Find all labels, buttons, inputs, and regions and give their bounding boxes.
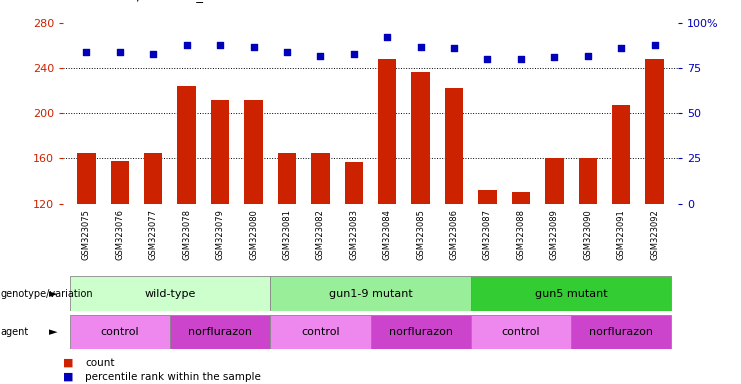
Text: norflurazon: norflurazon [589, 327, 654, 337]
Text: ►: ► [49, 327, 57, 337]
Bar [245, 100, 263, 204]
Point [281, 49, 293, 55]
Text: GSM323079: GSM323079 [216, 209, 225, 260]
Point [448, 45, 460, 51]
Bar [144, 153, 162, 204]
Text: control: control [301, 327, 339, 337]
Text: GSM323089: GSM323089 [550, 209, 559, 260]
Text: GSM323077: GSM323077 [149, 209, 158, 260]
Text: GSM323080: GSM323080 [249, 209, 258, 260]
Point [515, 56, 527, 62]
Bar [612, 105, 631, 204]
Text: GSM323076: GSM323076 [116, 209, 124, 260]
Text: agent: agent [1, 327, 29, 337]
Text: GSM323078: GSM323078 [182, 209, 191, 260]
Point [147, 51, 159, 57]
Text: ■: ■ [63, 358, 73, 368]
Text: genotype/variation: genotype/variation [1, 289, 93, 299]
Text: GSM323091: GSM323091 [617, 209, 625, 260]
Point [615, 45, 627, 51]
Text: GDS3379 / 262130_at: GDS3379 / 262130_at [70, 0, 217, 2]
Bar [378, 59, 396, 204]
Point [548, 54, 560, 60]
Bar [512, 192, 530, 204]
Point [114, 49, 126, 55]
Text: GSM323088: GSM323088 [516, 209, 525, 260]
Point [247, 43, 259, 50]
Bar [370, 315, 471, 349]
Text: GSM323085: GSM323085 [416, 209, 425, 260]
Text: wild-type: wild-type [144, 289, 196, 299]
Text: norflurazon: norflurazon [388, 327, 453, 337]
Bar [270, 315, 370, 349]
Bar [571, 315, 671, 349]
Bar [211, 100, 229, 204]
Point [181, 41, 193, 48]
Bar [70, 315, 170, 349]
Text: count: count [85, 358, 115, 368]
Text: GSM323082: GSM323082 [316, 209, 325, 260]
Text: GSM323075: GSM323075 [82, 209, 91, 260]
Point [214, 41, 226, 48]
Text: gun1-9 mutant: gun1-9 mutant [328, 289, 413, 299]
Bar [579, 159, 597, 204]
Bar [278, 153, 296, 204]
Text: control: control [101, 327, 139, 337]
Text: GSM323083: GSM323083 [349, 209, 359, 260]
Bar [545, 159, 564, 204]
Bar [311, 153, 330, 204]
Text: gun5 mutant: gun5 mutant [535, 289, 608, 299]
Point [648, 41, 660, 48]
Bar [70, 276, 270, 311]
Text: GSM323090: GSM323090 [583, 209, 592, 260]
Text: ►: ► [49, 289, 57, 299]
Text: percentile rank within the sample: percentile rank within the sample [85, 372, 261, 382]
Bar [411, 71, 430, 204]
Bar [270, 276, 471, 311]
Point [382, 35, 393, 41]
Text: GSM323081: GSM323081 [282, 209, 291, 260]
Text: ■: ■ [63, 372, 73, 382]
Bar [471, 315, 571, 349]
Bar [645, 59, 664, 204]
Point [314, 53, 326, 59]
Point [81, 49, 93, 55]
Bar [478, 190, 496, 204]
Point [415, 43, 427, 50]
Bar [345, 162, 363, 204]
Bar [471, 276, 671, 311]
Point [582, 53, 594, 59]
Point [348, 51, 359, 57]
Text: GSM323087: GSM323087 [483, 209, 492, 260]
Text: GSM323092: GSM323092 [650, 209, 659, 260]
Text: GSM323086: GSM323086 [450, 209, 459, 260]
Bar [445, 88, 463, 204]
Text: control: control [502, 327, 540, 337]
Bar [170, 315, 270, 349]
Bar [110, 161, 129, 204]
Text: norflurazon: norflurazon [188, 327, 252, 337]
Bar [177, 86, 196, 204]
Point [482, 56, 494, 62]
Bar [77, 153, 96, 204]
Text: GSM323084: GSM323084 [382, 209, 392, 260]
